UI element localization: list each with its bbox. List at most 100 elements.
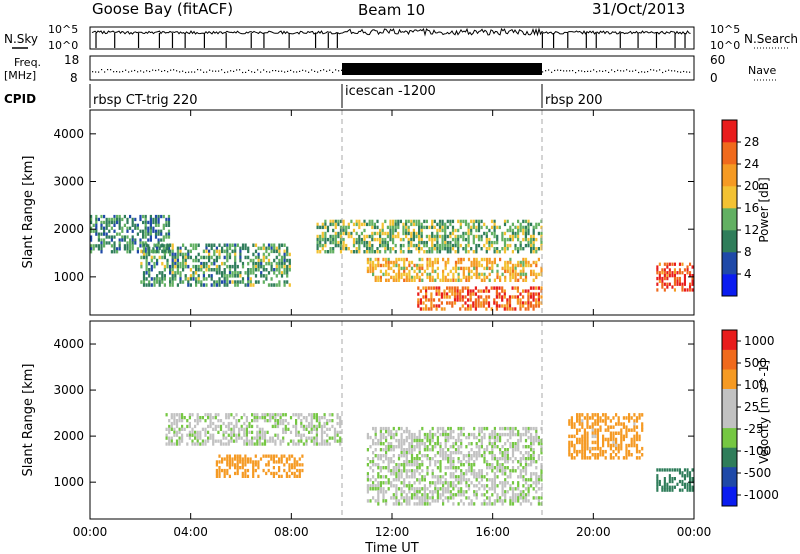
data-cell [410,463,414,467]
data-cell [485,298,488,302]
data-cell [504,451,507,455]
data-cell [262,468,265,473]
data-cell [286,249,289,254]
data-cell [136,250,139,254]
data-cell [207,430,210,434]
data-cell [488,466,491,470]
data-cell [144,235,147,239]
data-cell [570,453,573,457]
data-cell [472,240,475,245]
data-cell [527,260,530,265]
data-cell [570,443,573,448]
data-cell [236,264,239,269]
freq-point [317,71,319,73]
data-cell [147,244,150,248]
data-cell [280,264,284,269]
data-cell [321,247,324,251]
data-cell [461,304,464,308]
data-cell [656,282,659,286]
data-cell [530,250,533,254]
data-cell [516,289,519,293]
data-cell [161,271,164,275]
data-cell [323,413,326,417]
data-cell [226,249,229,254]
data-cell [168,439,171,443]
data-cell [387,457,390,461]
data-cell [382,263,385,268]
data-cell [394,243,397,248]
data-cell [668,282,671,286]
data-cell [95,214,98,219]
freq-point [650,69,652,71]
data-cell [522,466,525,470]
data-cell [163,252,166,257]
data-cell [218,271,221,275]
data-cell [444,432,447,437]
data-cell [423,490,426,494]
data-cell [436,429,439,434]
data-cell [97,235,100,239]
data-cell [487,295,491,299]
data-cell [488,260,491,265]
data-cell [126,250,129,254]
data-cell [429,278,432,282]
data-cell [305,439,308,443]
data-cell [431,237,434,242]
data-cell [488,438,491,443]
data-cell [457,426,460,431]
data-cell [218,474,221,478]
data-cell [154,214,158,219]
data-cell [272,474,275,478]
data-cell [288,252,291,257]
data-cell [363,219,366,224]
data-cell [215,471,218,476]
data-cell [485,250,488,254]
data-cell [427,298,430,302]
data-cell [524,260,528,265]
data-cell [496,484,499,488]
data-cell [355,237,358,242]
data-cell [444,454,447,458]
data-cell [319,237,322,242]
data-cell [457,228,460,233]
data-cell [444,478,447,482]
freq-point [134,69,136,72]
data-cell [271,439,274,443]
data-cell [462,275,465,280]
data-cell [439,460,442,464]
data-cell [100,214,103,219]
data-cell [509,457,512,461]
data-cell [431,445,434,449]
data-cell [214,413,217,417]
data-cell [384,237,387,242]
data-cell [517,219,520,224]
data-cell [157,214,160,219]
data-cell [540,445,543,449]
data-cell [368,219,371,224]
data-cell [681,285,684,289]
data-cell [491,457,494,461]
data-cell [176,264,179,269]
data-cell [478,445,481,449]
velocity-y-tick-label: 1000 [53,475,84,489]
data-cell [181,439,184,443]
data-cell [394,228,397,233]
data-cell [436,487,439,491]
data-cell [251,439,254,443]
data-cell [199,430,202,434]
data-cell [252,474,255,478]
data-cell [439,445,442,449]
data-cell [157,238,160,242]
data-cell [131,217,134,222]
data-cell [420,237,423,242]
data-cell [537,222,540,227]
data-cell [123,244,126,248]
data-cell [586,425,589,429]
data-cell [315,424,318,429]
data-cell [431,481,434,485]
data-cell [274,421,277,426]
data-cell [265,249,268,254]
data-cell [444,481,447,485]
data-cell [295,424,298,429]
